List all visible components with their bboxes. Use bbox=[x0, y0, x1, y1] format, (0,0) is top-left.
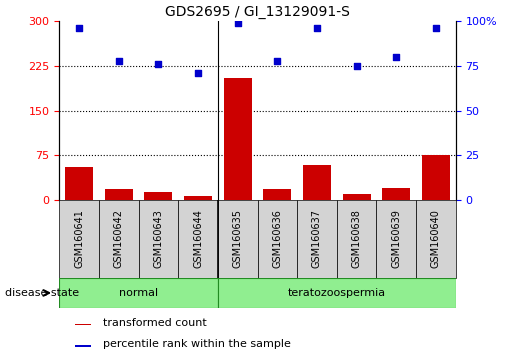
Text: percentile rank within the sample: percentile rank within the sample bbox=[103, 339, 291, 349]
Bar bbox=[65, 167, 93, 200]
Point bbox=[392, 54, 401, 60]
Bar bbox=[75, 345, 91, 347]
FancyBboxPatch shape bbox=[258, 200, 297, 278]
Text: GSM160635: GSM160635 bbox=[233, 210, 243, 268]
Bar bbox=[105, 189, 132, 200]
Bar bbox=[264, 189, 291, 200]
Text: disease state: disease state bbox=[5, 288, 79, 298]
Bar bbox=[184, 196, 212, 200]
Bar bbox=[303, 165, 331, 200]
Bar bbox=[383, 188, 410, 200]
Bar bbox=[75, 324, 91, 325]
Text: GSM160638: GSM160638 bbox=[352, 210, 362, 268]
FancyBboxPatch shape bbox=[59, 200, 99, 278]
Text: GSM160644: GSM160644 bbox=[193, 210, 203, 268]
Text: GSM160642: GSM160642 bbox=[114, 210, 124, 268]
Text: GSM160639: GSM160639 bbox=[391, 210, 401, 268]
Title: GDS2695 / GI_13129091-S: GDS2695 / GI_13129091-S bbox=[165, 5, 350, 19]
Text: GSM160640: GSM160640 bbox=[431, 210, 441, 268]
Point bbox=[154, 61, 162, 67]
FancyBboxPatch shape bbox=[416, 200, 456, 278]
Bar bbox=[224, 78, 251, 200]
Bar bbox=[343, 194, 370, 200]
Point bbox=[432, 25, 440, 31]
Text: GSM160636: GSM160636 bbox=[272, 210, 282, 268]
Text: teratozoospermia: teratozoospermia bbox=[288, 288, 386, 298]
Text: transformed count: transformed count bbox=[103, 318, 207, 328]
Point bbox=[313, 25, 321, 31]
FancyBboxPatch shape bbox=[178, 200, 218, 278]
Text: GSM160637: GSM160637 bbox=[312, 210, 322, 268]
FancyBboxPatch shape bbox=[218, 200, 258, 278]
Point bbox=[233, 20, 242, 26]
Point bbox=[194, 70, 202, 76]
Point bbox=[114, 58, 123, 63]
FancyBboxPatch shape bbox=[297, 200, 337, 278]
FancyBboxPatch shape bbox=[59, 278, 218, 308]
FancyBboxPatch shape bbox=[139, 200, 178, 278]
Point bbox=[273, 58, 281, 63]
Bar bbox=[422, 155, 450, 200]
FancyBboxPatch shape bbox=[99, 200, 139, 278]
FancyBboxPatch shape bbox=[218, 278, 456, 308]
Point bbox=[75, 25, 83, 31]
Text: GSM160641: GSM160641 bbox=[74, 210, 84, 268]
FancyBboxPatch shape bbox=[337, 200, 376, 278]
Text: normal: normal bbox=[119, 288, 158, 298]
Bar bbox=[145, 192, 172, 200]
Text: GSM160643: GSM160643 bbox=[153, 210, 163, 268]
Point bbox=[352, 63, 360, 69]
FancyBboxPatch shape bbox=[376, 200, 416, 278]
